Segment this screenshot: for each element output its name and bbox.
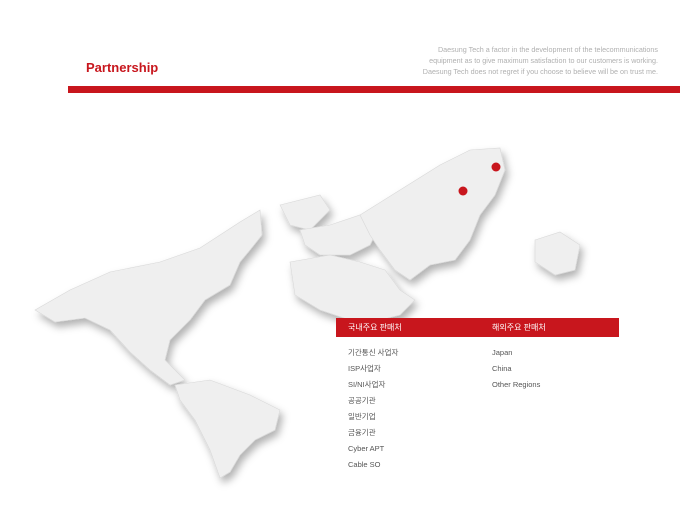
list-item: Other Regions (492, 380, 541, 389)
list-item: Cable SO (348, 460, 381, 469)
overseas-heading: 해외주요 판매처 (492, 323, 546, 332)
page-description: Daesung Tech a factor in the development… (423, 44, 658, 77)
domestic-list: 기간통신 사업자 ISP사업자 SI/NI사업자 공공기관 일반기업 금융기관 … (348, 345, 398, 473)
north-america (34, 209, 263, 386)
china-marker (458, 186, 468, 196)
list-item: Cyber APT (348, 444, 385, 453)
description-line: Daesung Tech does not regret if you choo… (422, 67, 658, 76)
europe (299, 214, 381, 256)
page-title: Partnership (86, 60, 159, 75)
overseas-list: Japan China Other Regions (492, 345, 540, 393)
greenland (279, 194, 331, 231)
list-item: 공공기관 (348, 396, 376, 405)
asia (359, 147, 506, 281)
japan-marker (491, 162, 501, 172)
south-america (174, 379, 281, 479)
list-item: 금융기관 (348, 428, 376, 437)
list-item: China (492, 364, 512, 373)
list-item: 일반기업 (348, 412, 376, 421)
description-line: equipment as to give maximum satisfactio… (429, 56, 658, 65)
list-item: SI/NI사업자 (348, 380, 386, 389)
list-item: Japan (492, 348, 513, 357)
list-item: 기간통신 사업자 (348, 348, 399, 357)
australia (534, 231, 581, 276)
africa (289, 254, 416, 321)
partners-table-header: 국내주요 판매처 해외주요 판매처 (336, 318, 619, 337)
domestic-heading: 국내주요 판매처 (348, 323, 402, 332)
list-item: ISP사업자 (348, 364, 381, 373)
header-divider (68, 86, 680, 93)
description-line: Daesung Tech a factor in the development… (437, 45, 658, 54)
